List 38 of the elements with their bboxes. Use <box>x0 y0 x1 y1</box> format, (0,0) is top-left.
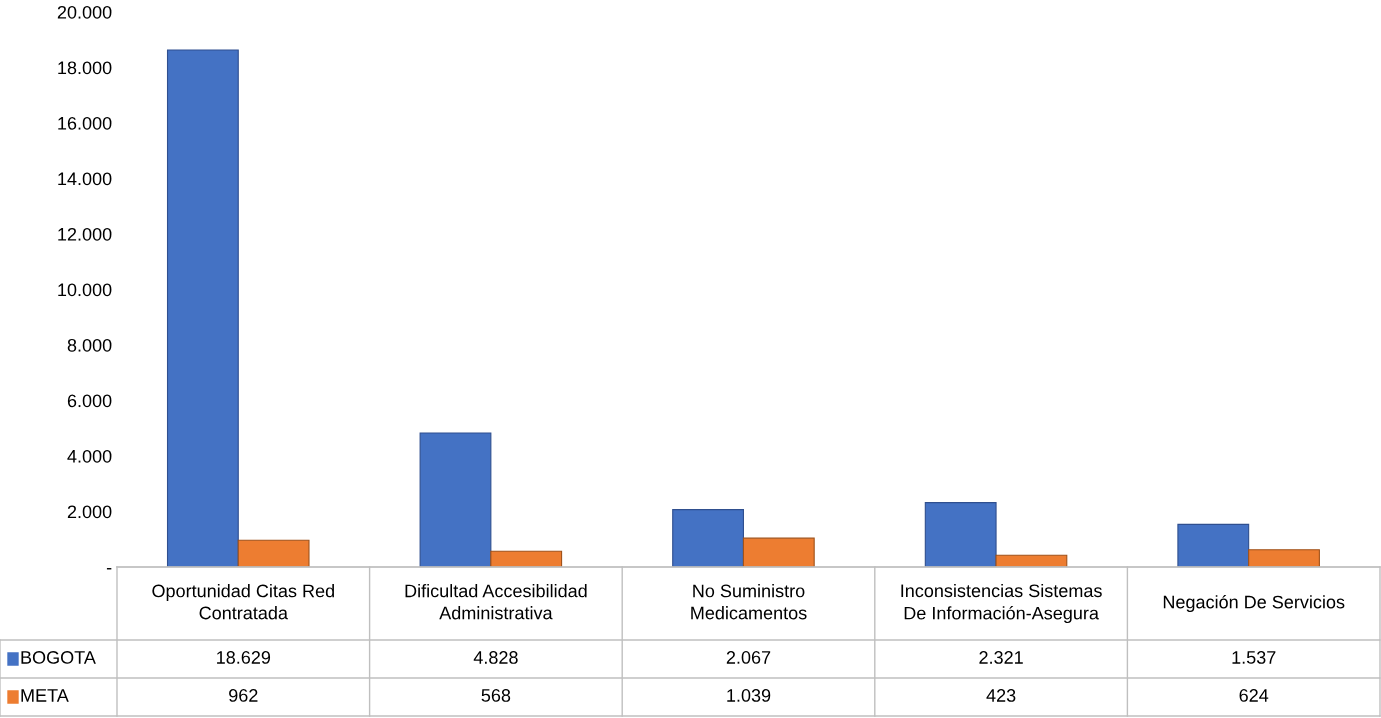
y-tick-label: 12.000 <box>58 227 112 241</box>
bar <box>995 554 1068 567</box>
data-label: 1.039 <box>727 689 771 702</box>
data-label: 2.321 <box>979 651 1023 664</box>
y-tick-label: 18.000 <box>58 61 112 75</box>
x-tick-label: Negación De Servicios <box>1163 594 1345 613</box>
x-tick-label: Inconsistencias Sistemas De Información-Asegura <box>901 583 1102 624</box>
data-label: 568 <box>481 689 511 702</box>
bar <box>1177 523 1250 567</box>
x-tick-label: Oportunidad Citas Red Contratada <box>152 584 334 620</box>
y-tick-label: 16.000 <box>58 116 112 130</box>
data-label: 962 <box>229 689 258 702</box>
legend-label: BOGOTA <box>21 651 96 664</box>
legend-label: META <box>21 689 69 702</box>
data-label: 423 <box>986 689 1016 702</box>
bar <box>166 49 239 567</box>
y-tick-label: 8.000 <box>67 338 112 352</box>
data-label: 2.067 <box>726 651 771 664</box>
x-tick-label: Dificultad Accesibilidad Administrativa <box>405 584 587 620</box>
data-label: 1.537 <box>1232 651 1276 664</box>
bar <box>924 502 997 567</box>
data-label: 4.828 <box>473 651 518 664</box>
bar <box>1248 549 1320 567</box>
bar <box>672 509 745 567</box>
y-tick-label: 20.000 <box>57 5 112 19</box>
y-tick-label: 14.000 <box>58 172 112 186</box>
y-tick-label: - <box>106 568 112 570</box>
bar <box>490 550 563 567</box>
bar <box>237 539 310 567</box>
data-label: 18.629 <box>217 651 271 664</box>
x-tick-label: No Suministro Medicamentos <box>691 584 807 620</box>
y-tick-label: 10.000 <box>58 283 112 297</box>
y-tick-label: 6.000 <box>67 394 112 408</box>
data-label: 624 <box>1239 689 1269 702</box>
bar <box>419 432 492 567</box>
bar <box>742 537 815 567</box>
y-tick-label: 2.000 <box>67 505 112 519</box>
y-tick-label: 4.000 <box>67 449 112 463</box>
